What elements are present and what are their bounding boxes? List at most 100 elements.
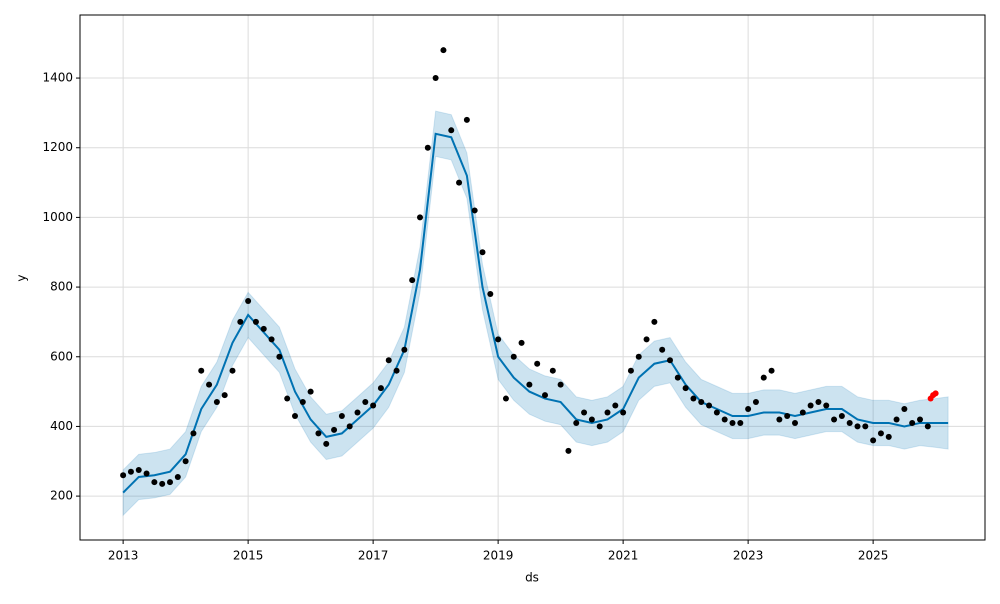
observed-point xyxy=(745,406,752,413)
observed-point xyxy=(299,399,306,406)
y-tick-label: 800 xyxy=(50,280,73,294)
observed-point xyxy=(518,339,525,346)
observed-point xyxy=(127,468,134,475)
observed-point xyxy=(362,399,369,406)
observed-point xyxy=(393,367,400,374)
observed-point xyxy=(885,433,892,440)
x-tick-label: 2025 xyxy=(858,549,889,563)
observed-point xyxy=(276,353,283,360)
observed-point xyxy=(682,385,689,392)
x-tick-label: 2013 xyxy=(108,549,139,563)
observed-point xyxy=(401,346,408,353)
observed-point xyxy=(409,277,416,284)
observed-point xyxy=(737,419,744,426)
observed-point xyxy=(237,318,244,325)
observed-point xyxy=(338,412,345,419)
observed-point xyxy=(901,406,908,413)
observed-point xyxy=(815,399,822,406)
observed-point xyxy=(495,336,502,343)
plot-frame xyxy=(79,14,986,541)
observed-point xyxy=(206,381,213,388)
observed-point xyxy=(526,381,533,388)
observed-point xyxy=(768,367,775,374)
y-tick-label: 600 xyxy=(50,349,73,363)
observed-point xyxy=(502,395,509,402)
observed-point xyxy=(385,357,392,364)
x-tick-label: 2023 xyxy=(733,549,764,563)
observed-point xyxy=(643,336,650,343)
observed-point xyxy=(620,409,627,416)
observed-point xyxy=(135,466,142,473)
observed-point xyxy=(370,402,377,409)
observed-point xyxy=(354,409,361,416)
observed-point xyxy=(893,416,900,423)
observed-point xyxy=(456,179,463,186)
x-tick-label: 2021 xyxy=(608,549,639,563)
observed-point xyxy=(752,399,759,406)
observed-point xyxy=(542,392,548,399)
observed-point xyxy=(292,412,298,419)
observed-point xyxy=(463,116,470,123)
observed-point xyxy=(252,318,259,325)
observed-point xyxy=(417,214,423,221)
observed-point xyxy=(159,480,166,487)
observed-point xyxy=(807,402,814,409)
y-tick-label: 200 xyxy=(50,489,73,503)
observed-point xyxy=(792,419,798,426)
observed-point xyxy=(667,357,673,364)
observed-point xyxy=(659,346,666,353)
observed-point xyxy=(213,399,220,406)
x-tick-label: 2015 xyxy=(233,549,264,563)
observed-point xyxy=(674,374,681,381)
observed-point xyxy=(784,412,791,419)
observed-point xyxy=(479,249,486,256)
observed-point xyxy=(760,374,767,381)
observed-point xyxy=(174,473,181,480)
observed-point xyxy=(565,447,572,454)
y-tick-label: 1200 xyxy=(42,140,73,154)
observed-point xyxy=(424,144,431,151)
observed-point xyxy=(573,419,580,426)
observed-point xyxy=(346,423,353,430)
observed-point xyxy=(776,416,783,423)
observed-point xyxy=(307,388,314,395)
observed-point xyxy=(698,399,705,406)
observed-point xyxy=(596,423,603,430)
observed-point xyxy=(721,416,728,423)
observed-point xyxy=(120,472,127,479)
observed-point xyxy=(917,416,923,423)
y-tick-label: 1400 xyxy=(42,71,73,85)
observed-point xyxy=(823,402,830,409)
observed-point xyxy=(510,353,517,360)
observed-point xyxy=(877,430,884,437)
y-tick-label: 1000 xyxy=(42,210,73,224)
observed-point xyxy=(557,381,564,388)
observed-point xyxy=(440,47,447,54)
observed-point xyxy=(268,336,275,343)
observed-point xyxy=(315,430,322,437)
observed-point xyxy=(581,409,588,416)
observed-point xyxy=(471,207,478,214)
observed-point xyxy=(627,367,634,374)
observed-point xyxy=(846,419,853,426)
x-axis-label: ds xyxy=(525,571,539,585)
observed-point xyxy=(151,479,158,486)
observed-point xyxy=(331,426,338,433)
observed-point xyxy=(713,409,720,416)
observed-point xyxy=(612,402,619,409)
observed-point xyxy=(323,440,330,447)
observed-point xyxy=(260,325,267,332)
observed-point xyxy=(377,385,384,392)
observed-point xyxy=(831,416,838,423)
observed-point xyxy=(190,430,197,437)
future-point xyxy=(932,390,939,397)
observed-point xyxy=(690,395,697,402)
observed-point xyxy=(143,470,150,477)
observed-point xyxy=(245,298,252,305)
observed-point xyxy=(799,409,806,416)
observed-point xyxy=(635,353,642,360)
x-tick-label: 2017 xyxy=(358,549,389,563)
observed-point xyxy=(284,395,291,402)
observed-point xyxy=(870,437,877,444)
